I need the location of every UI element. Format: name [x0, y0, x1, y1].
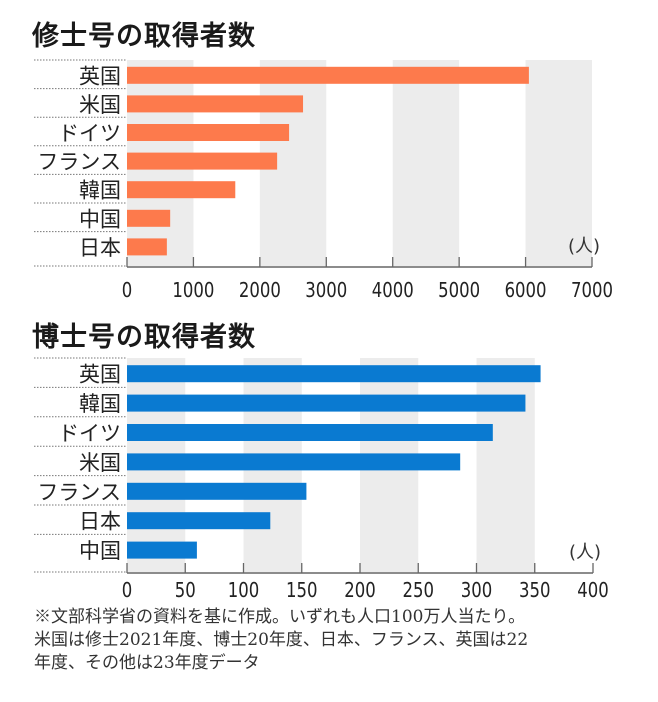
category-label: 米国 — [79, 451, 121, 475]
x-tick-label: 200 — [344, 578, 376, 602]
x-tick-label: 0 — [122, 278, 133, 302]
category-label: 韓国 — [79, 179, 121, 203]
x-tick-label: 300 — [461, 578, 493, 602]
grid-band — [476, 358, 535, 572]
bar — [127, 541, 197, 559]
x-tick-label: 1000 — [172, 278, 214, 302]
x-tick-label: 350 — [519, 578, 551, 602]
category-label: 英国 — [79, 64, 121, 88]
bar — [127, 453, 461, 471]
bar — [127, 482, 307, 500]
x-tick-label: 6000 — [505, 278, 547, 302]
bar — [127, 365, 541, 383]
x-tick-label: 100 — [228, 578, 260, 602]
grid-band — [392, 60, 460, 266]
category-label: 日本 — [79, 236, 121, 260]
x-tick-label: 150 — [286, 578, 318, 602]
bar — [127, 152, 278, 170]
bar — [127, 124, 290, 141]
chart-title-masters: 修士号の取得者数 — [32, 21, 256, 52]
bar — [127, 394, 526, 412]
footnote-line: ※文部科学省の資料を基に作成。いずれも人口100万人当たり。 — [34, 607, 526, 627]
x-tick-label: 50 — [175, 578, 196, 602]
x-tick-label: 4000 — [372, 278, 414, 302]
x-tick-label: 0 — [122, 578, 133, 602]
x-tick-label: 400 — [577, 578, 609, 602]
unit-label: (人) — [569, 542, 601, 563]
category-label: 中国 — [79, 207, 121, 231]
bar — [127, 424, 493, 441]
category-label: フランス — [37, 150, 121, 174]
footnote: ※文部科学省の資料を基に作成。いずれも人口100万人当たり。 米国は修士2021… — [34, 606, 654, 675]
x-tick-label: 250 — [403, 578, 435, 602]
category-label: 中国 — [79, 539, 121, 563]
category-label: 英国 — [79, 363, 121, 387]
grid-band — [525, 60, 592, 266]
chart-title-doctorates: 博士号の取得者数 — [32, 322, 256, 353]
unit-label: (人) — [568, 236, 600, 257]
x-tick-label: 5000 — [438, 278, 480, 302]
bar — [127, 512, 271, 530]
x-tick-label: 3000 — [305, 278, 347, 302]
bar — [127, 95, 304, 113]
bar — [127, 209, 171, 227]
category-label: ドイツ — [58, 122, 121, 146]
bar — [127, 181, 236, 199]
category-label: 韓国 — [79, 392, 121, 416]
category-label: 日本 — [79, 510, 121, 534]
bar — [127, 66, 529, 84]
category-label: 米国 — [79, 93, 121, 117]
footnote-line: 米国は修士2021年度、博士20年度、日本、フランス、英国は22 — [34, 630, 529, 650]
x-tick-label: 7000 — [571, 278, 613, 302]
bar — [127, 238, 167, 256]
footnote-line: 年度、その他は23年度データ — [34, 653, 260, 673]
category-label: ドイツ — [58, 422, 121, 446]
category-label: フランス — [37, 480, 121, 504]
x-tick-label: 2000 — [239, 278, 281, 302]
